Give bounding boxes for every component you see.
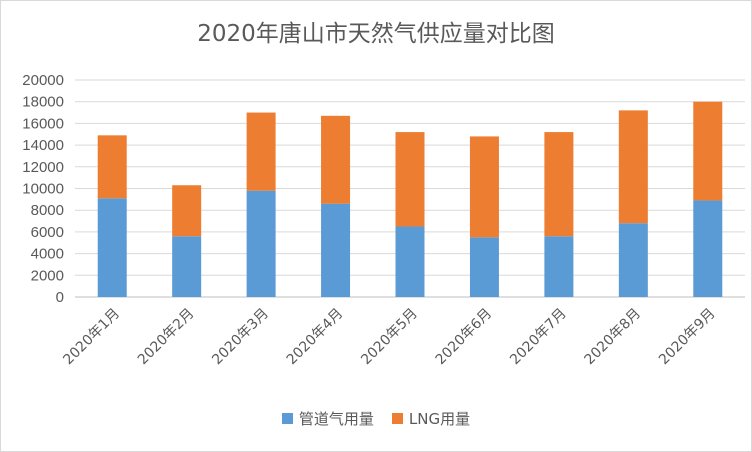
y-tick-label: 10000 [22,181,64,198]
x-tick-label: 2020年9月 [656,306,719,369]
legend-label-pipeline: 管道气用量 [298,410,374,428]
bar-lng-5 [395,132,425,227]
x-tick-label: 2020年4月 [284,306,347,369]
legend-item-lng: LNG用量 [391,408,471,429]
y-tick-label: 14000 [22,137,64,154]
x-tick-label: 2020年3月 [209,306,272,369]
x-tick-label: 2020年7月 [507,306,570,369]
bar-lng-4 [321,115,351,204]
legend: 管道气用量 LNG用量 [0,408,752,429]
legend-item-pipeline: 管道气用量 [281,408,374,429]
bar-pipeline-9 [693,200,723,297]
y-tick-label: 12000 [22,159,64,176]
bar-pipeline-1 [97,198,127,297]
chart-title: 2020年唐山市天然气供应量对比图 [197,21,555,47]
y-tick-label: 8000 [31,202,64,219]
y-tick-label: 20000 [22,72,64,89]
y-tick-label: 18000 [22,94,64,111]
y-tick-label: 6000 [31,224,64,241]
bar-pipeline-6 [469,237,499,297]
x-tick-label: 2020年6月 [433,306,496,369]
y-tick-label: 2000 [31,267,64,284]
bar-pipeline-8 [618,223,648,297]
bar-pipeline-7 [544,236,574,297]
bar-lng-7 [544,132,574,237]
bar-lng-8 [618,110,648,224]
x-tick-label: 2020年2月 [135,306,198,369]
y-axis-ticks: 0 2000 4000 6000 8000 10000 12000 14000 16000 180… [22,72,64,306]
legend-label-lng: LNG用量 [408,410,471,428]
y-tick-label: 0 [56,289,64,306]
bar-lng-6 [469,136,499,238]
bar-lng-2 [172,185,202,237]
bars [97,101,723,297]
legend-swatch-pipeline [281,413,293,424]
bar-pipeline-4 [321,203,351,297]
bar-pipeline-3 [246,190,276,297]
bar-lng-9 [693,101,723,201]
x-tick-label: 2020年1月 [60,306,123,369]
bar-pipeline-2 [172,236,202,297]
bar-lng-1 [97,135,127,199]
x-tick-label: 2020年8月 [582,306,645,369]
bar-pipeline-5 [395,226,425,297]
y-tick-label: 16000 [22,115,64,132]
legend-swatch-lng [391,413,403,424]
x-tick-label: 2020年5月 [358,306,421,369]
bar-lng-3 [246,112,276,191]
y-tick-label: 4000 [31,246,64,263]
x-axis-ticks: 2020年1月 2020年2月 2020年3月 2020年4月 2020年5月 2020年… [60,306,718,369]
